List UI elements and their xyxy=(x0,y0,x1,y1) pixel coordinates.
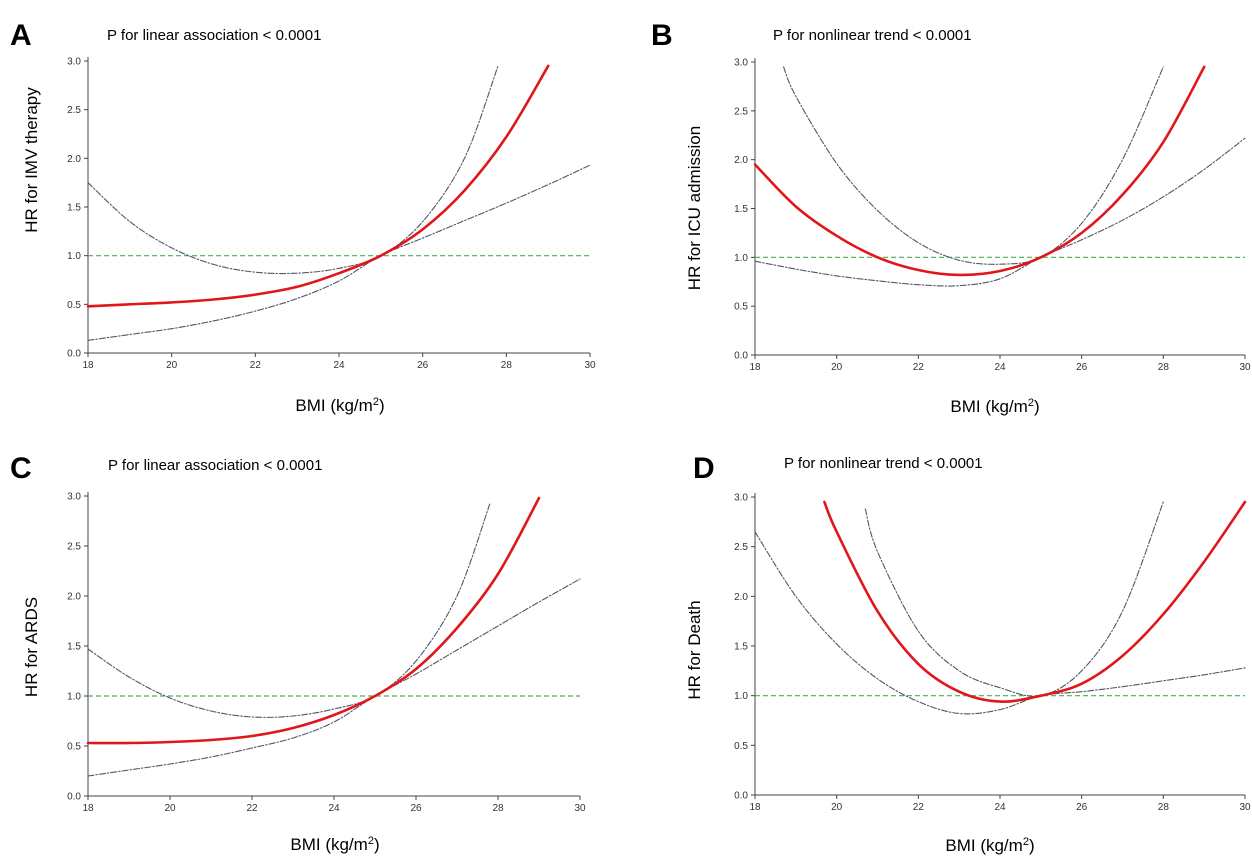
x-tick-label: 24 xyxy=(994,362,1006,373)
x-tick-label: 28 xyxy=(501,360,513,371)
panel-letter: B xyxy=(651,19,673,52)
p-value-annotation: P for nonlinear trend < 0.0001 xyxy=(784,455,983,472)
y-tick-label: 2.5 xyxy=(67,542,81,553)
plot-area: 18 20 22 24 26 28 30 0.0 0.5 1.0 1.5 2.0 2.5 3.0 xyxy=(734,493,1251,814)
y-tick-label: 3.0 xyxy=(67,57,81,68)
upper-ci-curve xyxy=(87,503,491,718)
y-axis-title: HR for ICU admission xyxy=(685,126,704,290)
lower-ci-curve xyxy=(87,164,591,341)
y-tick-label: 0.5 xyxy=(67,742,81,753)
plot-area: 18 20 22 24 26 28 30 0.0 0.5 1.0 1.5 2.0 2.5 3.0 xyxy=(67,57,596,372)
hr-estimate-curve xyxy=(86,496,541,745)
x-axis-title: BMI (kg/m2) xyxy=(945,836,1034,855)
y-tick-label: 1.0 xyxy=(67,251,81,262)
y-tick-label: 0.0 xyxy=(67,349,81,360)
y-tick-label: 1.5 xyxy=(67,642,81,653)
y-tick-label: 0.0 xyxy=(67,792,81,803)
y-tick-label: 1.0 xyxy=(734,691,748,702)
panel-c: C P for linear association < 0.0001 HR f… xyxy=(10,452,586,854)
x-tick-label: 20 xyxy=(831,362,843,373)
p-value-annotation: P for linear association < 0.0001 xyxy=(108,457,322,474)
x-tick-label: 20 xyxy=(166,360,178,371)
y-tick-label: 0.0 xyxy=(734,791,748,802)
x-tick-label: 22 xyxy=(246,803,258,814)
plot-area: 18 20 22 24 26 28 30 0.0 0.5 1.0 1.5 2.0 2.5 3.0 xyxy=(734,58,1251,374)
y-tick-label: 0.5 xyxy=(67,300,81,311)
panel-letter: A xyxy=(10,19,32,52)
x-tick-label: 28 xyxy=(492,803,504,814)
x-axis-title: BMI (kg/m2) xyxy=(295,396,384,415)
plot-area: 18 20 22 24 26 28 30 0.0 0.5 1.0 1.5 2.0 2.5 3.0 xyxy=(67,492,586,815)
x-tick-label: 18 xyxy=(749,362,761,373)
y-tick-label: 2.0 xyxy=(67,592,81,603)
panel-letter: D xyxy=(693,452,715,485)
p-value-annotation: P for nonlinear trend < 0.0001 xyxy=(773,27,972,44)
upper-ci-curve xyxy=(864,501,1164,697)
x-tick-label: 26 xyxy=(1076,362,1088,373)
lower-ci-curve xyxy=(754,531,1246,715)
upper-ci-curve xyxy=(783,66,1164,265)
x-tick-label: 22 xyxy=(913,362,925,373)
upper-ci-curve xyxy=(87,65,499,275)
y-tick-label: 1.5 xyxy=(734,642,748,653)
hr-estimate-curve xyxy=(823,500,1247,703)
hr-estimate-curve xyxy=(86,64,550,308)
x-axis-title: BMI (kg/m2) xyxy=(290,835,379,854)
y-tick-label: 2.5 xyxy=(67,105,81,116)
x-axis-title: BMI (kg/m2) xyxy=(950,397,1039,416)
y-tick-label: 1.5 xyxy=(734,204,748,215)
x-tick-label: 28 xyxy=(1158,362,1170,373)
y-tick-label: 3.0 xyxy=(734,493,748,504)
y-axis-title: HR for Death xyxy=(685,600,704,699)
y-axis-title: HR for IMV therapy xyxy=(22,87,41,233)
lower-ci-curve xyxy=(754,137,1246,287)
x-tick-label: 18 xyxy=(82,803,94,814)
y-tick-label: 2.5 xyxy=(734,106,748,117)
x-tick-label: 26 xyxy=(410,803,422,814)
y-tick-label: 2.5 xyxy=(734,542,748,553)
x-tick-label: 20 xyxy=(164,803,176,814)
y-axis-title: HR for ARDS xyxy=(22,597,41,697)
x-tick-label: 30 xyxy=(574,803,586,814)
y-tick-label: 1.5 xyxy=(67,203,81,214)
y-tick-label: 2.0 xyxy=(734,592,748,603)
x-tick-label: 24 xyxy=(333,360,345,371)
x-tick-label: 26 xyxy=(1076,802,1088,813)
y-tick-label: 0.0 xyxy=(734,351,748,362)
x-tick-label: 24 xyxy=(994,802,1006,813)
y-tick-label: 1.0 xyxy=(67,692,81,703)
x-tick-label: 18 xyxy=(82,360,94,371)
y-tick-label: 1.0 xyxy=(734,253,748,264)
y-tick-label: 0.5 xyxy=(734,302,748,313)
x-tick-label: 18 xyxy=(749,802,761,813)
x-tick-label: 24 xyxy=(328,803,340,814)
x-tick-label: 22 xyxy=(250,360,262,371)
x-tick-label: 26 xyxy=(417,360,429,371)
y-tick-label: 2.0 xyxy=(67,154,81,165)
hr-estimate-curve xyxy=(753,65,1206,277)
x-tick-label: 30 xyxy=(1239,362,1251,373)
y-tick-label: 3.0 xyxy=(734,58,748,69)
panel-b: B P for nonlinear trend < 0.0001 HR for … xyxy=(651,19,1251,416)
y-tick-label: 2.0 xyxy=(734,155,748,166)
x-tick-label: 28 xyxy=(1158,802,1170,813)
panel-d: D P for nonlinear trend < 0.0001 HR for … xyxy=(685,452,1251,855)
x-tick-label: 20 xyxy=(831,802,843,813)
x-tick-label: 22 xyxy=(913,802,925,813)
panel-a: A P for linear association < 0.0001 HR f… xyxy=(10,19,596,415)
y-tick-label: 3.0 xyxy=(67,492,81,503)
y-tick-label: 0.5 xyxy=(734,741,748,752)
x-tick-label: 30 xyxy=(584,360,596,371)
lower-ci-curve xyxy=(87,578,581,777)
x-tick-label: 30 xyxy=(1239,802,1251,813)
p-value-annotation: P for linear association < 0.0001 xyxy=(107,27,321,44)
panel-letter: C xyxy=(10,452,32,485)
